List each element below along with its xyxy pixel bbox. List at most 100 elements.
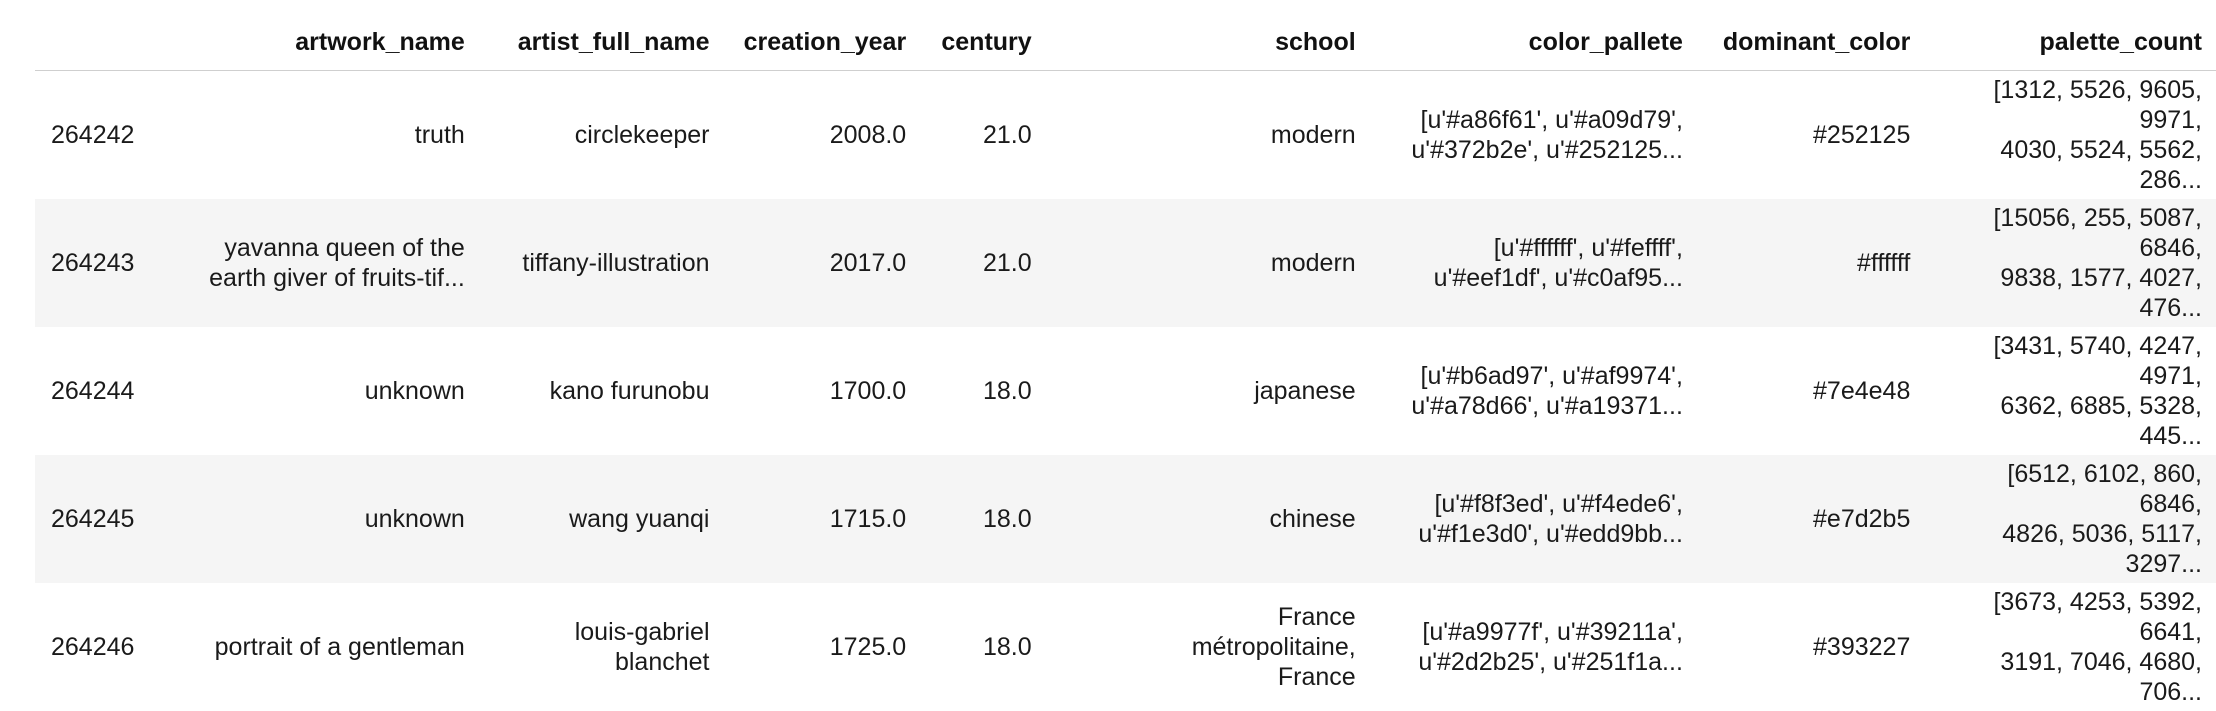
- cell-line: modern: [1270, 121, 1356, 149]
- table-row: 264245 unknown wang yuanqi 1715.0 18.0 c…: [35, 455, 2216, 583]
- cell-line: truth: [414, 121, 465, 149]
- table-row: 264244 unknown kano furunobu 1700.0 18.0…: [35, 327, 2216, 455]
- cell-line: circlekeeper: [574, 121, 710, 149]
- cell-line: [u'#a86f61', u'#a09d79',: [1420, 106, 1683, 134]
- cell-color-pallete: [u'#ffffff', u'#feffff', u'#eef1df', u'#…: [1370, 199, 1697, 327]
- cell-line: u'#372b2e', u'#252125...: [1411, 136, 1683, 164]
- cell-line: [1312, 5526, 9605, 9971,: [1993, 76, 2202, 134]
- cell-artwork-name: yavanna queen of the earth giver of frui…: [165, 199, 478, 327]
- cell-dominant-color: #ffffff: [1857, 249, 1911, 277]
- cell-line: [15056, 255, 5087, 6846,: [1993, 204, 2202, 262]
- row-index: 264243: [51, 249, 135, 277]
- cell-palette-count: [3673, 4253, 5392, 6641, 3191, 7046, 468…: [1924, 583, 2216, 711]
- cell-line: blanchet: [614, 648, 710, 676]
- cell-line: japanese: [1254, 377, 1356, 405]
- cell-dominant-color: #393227: [1813, 633, 1911, 661]
- cell-line: [u'#f8f3ed', u'#f4ede6',: [1434, 490, 1683, 518]
- cell-century: 21.0: [983, 249, 1032, 277]
- header-century: century: [920, 14, 1046, 71]
- cell-school: modern: [1046, 199, 1370, 327]
- cell-line: [u'#a9977f', u'#39211a',: [1422, 618, 1683, 646]
- table-row: 264243 yavanna queen of the earth giver …: [35, 199, 2216, 327]
- cell-color-pallete: [u'#a86f61', u'#a09d79', u'#372b2e', u'#…: [1370, 71, 1697, 200]
- cell-century: 18.0: [983, 377, 1032, 405]
- cell-line: France: [1277, 603, 1356, 631]
- cell-line: 4826, 5036, 5117, 3297...: [2002, 520, 2202, 578]
- cell-century: 18.0: [983, 633, 1032, 661]
- cell-school: chinese: [1046, 455, 1370, 583]
- cell-line: u'#a78d66', u'#a19371...: [1411, 392, 1683, 420]
- cell-school: modern: [1046, 71, 1370, 200]
- header-artwork-name: artwork_name: [165, 14, 479, 71]
- cell-line: earth giver of fruits-tif...: [209, 264, 465, 292]
- cell-color-pallete: [u'#b6ad97', u'#af9974', u'#a78d66', u'#…: [1370, 327, 1697, 455]
- cell-school: France métropolitaine, France: [1046, 583, 1370, 711]
- cell-line: [u'#ffffff', u'#feffff',: [1493, 234, 1683, 262]
- cell-line: louis-gabriel: [574, 618, 710, 646]
- cell-century: 21.0: [983, 121, 1032, 149]
- row-index: 264246: [51, 633, 135, 661]
- cell-artist-full-name: circlekeeper: [479, 71, 724, 200]
- cell-line: 4030, 5524, 5562, 286...: [2000, 136, 2202, 194]
- cell-artwork-name: truth: [165, 71, 478, 200]
- cell-palette-count: [1312, 5526, 9605, 9971, 4030, 5524, 556…: [1924, 71, 2216, 200]
- header-color-pallete: color_pallete: [1369, 14, 1697, 71]
- header-school: school: [1045, 14, 1370, 71]
- header-row: artwork_name artist_full_name creation_y…: [35, 14, 2216, 71]
- cell-line: [3431, 5740, 4247, 4971,: [1993, 332, 2202, 390]
- header-palette-count: palette_count: [1924, 14, 2216, 71]
- cell-line: [3673, 4253, 5392, 6641,: [1993, 588, 2202, 646]
- cell-creation-year: 2017.0: [829, 249, 907, 277]
- row-index: 264245: [51, 505, 135, 533]
- cell-dominant-color: #252125: [1813, 121, 1911, 149]
- cell-artist-full-name: tiffany-illustration: [479, 199, 724, 327]
- header-dominant-color: dominant_color: [1696, 14, 1925, 71]
- dataframe-table: artwork_name artist_full_name creation_y…: [35, 14, 2216, 711]
- cell-artist-full-name: kano furunobu: [479, 327, 724, 455]
- cell-artwork-name: portrait of a gentleman: [165, 583, 478, 711]
- cell-line: 9838, 1577, 4027, 476...: [2000, 264, 2202, 322]
- cell-line: wang yuanqi: [569, 505, 710, 533]
- cell-artwork-name: unknown: [165, 327, 478, 455]
- header-creation-year: creation_year: [723, 14, 921, 71]
- cell-creation-year: 1700.0: [829, 377, 907, 405]
- cell-palette-count: [15056, 255, 5087, 6846, 9838, 1577, 402…: [1924, 199, 2216, 327]
- cell-line: u'#f1e3d0', u'#edd9bb...: [1418, 520, 1683, 548]
- cell-line: métropolitaine,: [1191, 633, 1356, 661]
- cell-line: tiffany-illustration: [522, 249, 710, 277]
- cell-line: u'#eef1df', u'#c0af95...: [1433, 264, 1683, 292]
- dataframe-output: artwork_name artist_full_name creation_y…: [35, 14, 2216, 711]
- cell-artist-full-name: wang yuanqi: [479, 455, 724, 583]
- cell-dominant-color: #e7d2b5: [1813, 505, 1911, 533]
- cell-color-pallete: [u'#a9977f', u'#39211a', u'#2d2b25', u'#…: [1370, 583, 1697, 711]
- cell-line: unknown: [364, 377, 465, 405]
- cell-line: France: [1277, 663, 1356, 691]
- cell-line: 6362, 6885, 5328, 445...: [2000, 392, 2202, 450]
- cell-creation-year: 1715.0: [829, 505, 907, 533]
- cell-century: 18.0: [983, 505, 1032, 533]
- row-index: 264244: [51, 377, 135, 405]
- cell-color-pallete: [u'#f8f3ed', u'#f4ede6', u'#f1e3d0', u'#…: [1370, 455, 1697, 583]
- cell-line: yavanna queen of the: [224, 234, 465, 262]
- cell-line: portrait of a gentleman: [214, 633, 465, 661]
- cell-palette-count: [3431, 5740, 4247, 4971, 6362, 6885, 532…: [1924, 327, 2216, 455]
- cell-line: [u'#b6ad97', u'#af9974',: [1420, 362, 1683, 390]
- cell-school: japanese: [1046, 327, 1370, 455]
- cell-line: unknown: [364, 505, 465, 533]
- row-index: 264242: [51, 121, 135, 149]
- cell-line: kano furunobu: [549, 377, 710, 405]
- cell-creation-year: 2008.0: [829, 121, 907, 149]
- cell-line: u'#2d2b25', u'#251f1a...: [1418, 648, 1683, 676]
- header-artist-full-name: artist_full_name: [478, 14, 724, 71]
- table-row: 264242 truth circlekeeper 2008.0 21.0 mo…: [35, 70, 2216, 200]
- cell-artwork-name: unknown: [165, 455, 478, 583]
- table-row: 264246 portrait of a gentleman louis-gab…: [35, 583, 2216, 711]
- cell-line: chinese: [1269, 505, 1356, 533]
- cell-line: 3191, 7046, 4680, 706...: [2000, 648, 2202, 706]
- cell-line: [6512, 6102, 860, 6846,: [2007, 460, 2202, 518]
- cell-palette-count: [6512, 6102, 860, 6846, 4826, 5036, 5117…: [1924, 455, 2216, 583]
- header-index: [35, 14, 166, 71]
- cell-creation-year: 1725.0: [829, 633, 907, 661]
- cell-artist-full-name: louis-gabriel blanchet: [479, 583, 724, 711]
- cell-dominant-color: #7e4e48: [1813, 377, 1911, 405]
